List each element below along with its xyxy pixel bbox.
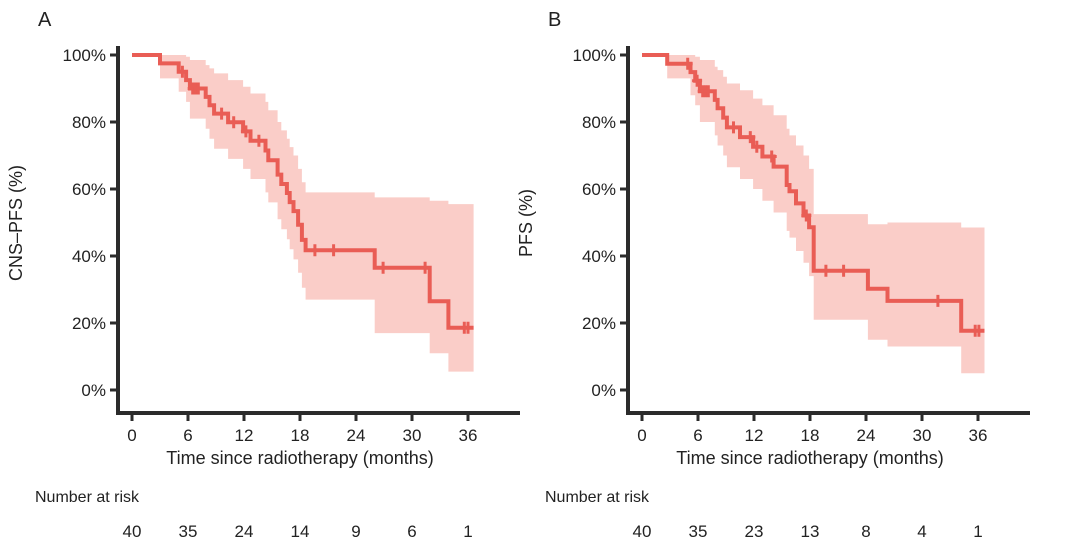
risk-count: 13 xyxy=(801,522,820,541)
censor-mark xyxy=(932,294,943,307)
survival-curve-b xyxy=(642,53,985,333)
y-tick-label: 0% xyxy=(591,381,616,400)
risk-count: 35 xyxy=(689,522,708,541)
risk-count: 8 xyxy=(861,522,870,541)
panel-label-a: A xyxy=(38,9,52,31)
censor-mark xyxy=(328,244,339,257)
censor-mark xyxy=(309,244,320,257)
censor-mark xyxy=(420,261,431,274)
number-at-risk-b: Number at risk 40 35 23 13 8 4 1 xyxy=(545,489,983,541)
censor-mark xyxy=(838,264,849,277)
censor-mark xyxy=(751,140,762,153)
x-tick-label: 36 xyxy=(459,426,478,445)
y-tick-label: 20% xyxy=(72,314,106,333)
axes-a: 0% 20% 40% 60% 80% 100% 0 6 12 18 24 30 36 xyxy=(63,46,520,445)
y-tick-label: 40% xyxy=(582,247,616,266)
risk-count: 23 xyxy=(745,522,764,541)
risk-count: 14 xyxy=(291,522,310,541)
number-at-risk-a: Number at risk 40 35 24 14 9 6 1 xyxy=(35,489,473,541)
censor-mark xyxy=(216,107,227,120)
x-tick-label: 0 xyxy=(637,426,646,445)
x-tick-label: 12 xyxy=(745,426,764,445)
censor-mark xyxy=(177,65,188,78)
censor-mark xyxy=(820,264,831,277)
censor-mark xyxy=(193,82,204,95)
censor-mark xyxy=(463,321,473,334)
y-tick-label: 80% xyxy=(72,113,106,132)
risk-count: 6 xyxy=(407,522,416,541)
x-tick-label: 12 xyxy=(235,426,254,445)
y-tick-label: 60% xyxy=(582,180,616,199)
axes-b: 0% 20% 40% 60% 80% 100% 0 6 12 18 24 30 36 xyxy=(573,46,1030,445)
censor-marks-b xyxy=(682,57,984,337)
number-at-risk-title: Number at risk xyxy=(545,489,650,506)
censor-mark xyxy=(973,324,984,337)
x-axis-title-a: Time since radiotherapy (months) xyxy=(166,448,433,468)
risk-count: 1 xyxy=(973,522,982,541)
x-tick-label: 36 xyxy=(969,426,988,445)
censor-mark xyxy=(378,261,389,274)
censor-marks-a xyxy=(177,65,473,334)
risk-count: 40 xyxy=(123,522,142,541)
y-tick-label: 60% xyxy=(72,180,106,199)
panel-a: 0% 20% 40% 60% 80% 100% 0 6 12 18 24 30 36 Time since… xyxy=(6,9,520,541)
y-tick-label: 100% xyxy=(573,46,616,65)
censor-mark xyxy=(253,134,264,147)
y-axis-title-b: PFS (%) xyxy=(516,189,536,257)
censor-mark xyxy=(682,57,693,70)
y-tick-label: 40% xyxy=(72,247,106,266)
y-tick-label: 20% xyxy=(582,314,616,333)
censor-mark xyxy=(692,74,703,87)
censor-mark xyxy=(703,85,714,98)
x-axis-title-b: Time since radiotherapy (months) xyxy=(676,448,943,468)
censor-mark xyxy=(728,121,739,134)
number-at-risk-title: Number at risk xyxy=(35,489,140,506)
risk-count: 4 xyxy=(917,522,926,541)
panel-label-b: B xyxy=(548,9,561,31)
x-tick-label: 30 xyxy=(403,426,422,445)
confidence-band-b xyxy=(667,55,985,374)
censor-mark xyxy=(745,131,756,144)
x-tick-label: 24 xyxy=(347,426,366,445)
x-tick-label: 0 xyxy=(127,426,136,445)
censor-mark xyxy=(766,150,777,163)
risk-count: 40 xyxy=(633,522,652,541)
risk-count: 9 xyxy=(351,522,360,541)
risk-count: 24 xyxy=(235,522,254,541)
x-tick-label: 6 xyxy=(183,426,192,445)
x-tick-label: 24 xyxy=(857,426,876,445)
y-tick-label: 80% xyxy=(582,113,616,132)
y-tick-label: 100% xyxy=(63,46,106,65)
y-tick-label: 0% xyxy=(81,381,106,400)
risk-count: 1 xyxy=(463,522,472,541)
censor-mark xyxy=(228,116,239,129)
censor-mark xyxy=(240,125,251,138)
x-tick-label: 30 xyxy=(913,426,932,445)
risk-count: 35 xyxy=(179,522,198,541)
x-tick-label: 6 xyxy=(693,426,702,445)
x-tick-label: 18 xyxy=(291,426,310,445)
y-axis-title-a: CNS–PFS (%) xyxy=(6,165,26,281)
censor-mark xyxy=(801,209,812,222)
x-tick-label: 18 xyxy=(801,426,820,445)
confidence-band-a xyxy=(160,55,474,372)
